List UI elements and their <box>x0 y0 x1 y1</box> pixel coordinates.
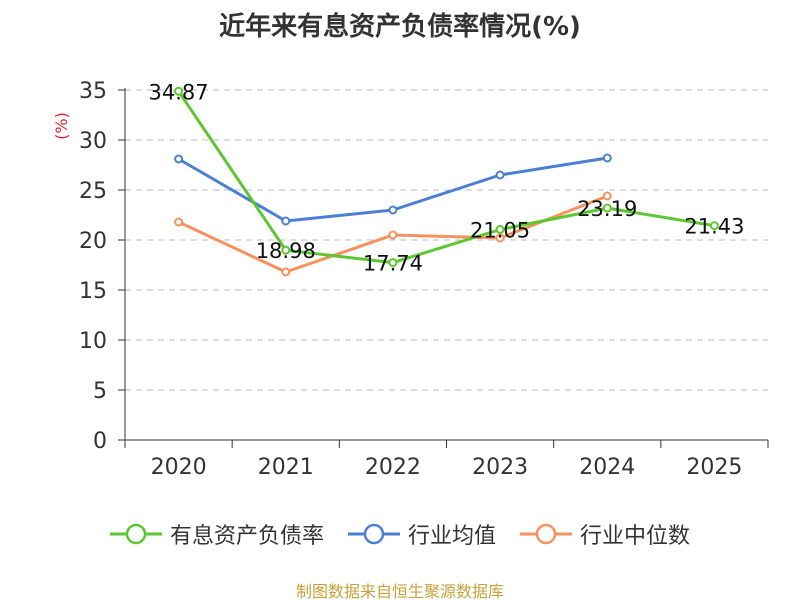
data-label: 34.87 <box>149 80 209 104</box>
legend-item[interactable]: 有息资产负债率 <box>109 518 324 550</box>
legend-line-circle-icon <box>347 523 400 545</box>
legend: 有息资产负债率 行业均值 行业中位数 <box>0 518 800 550</box>
data-point <box>281 267 291 277</box>
data-point <box>174 217 184 227</box>
data-point <box>388 205 398 215</box>
legend-item[interactable]: 行业均值 <box>347 518 496 550</box>
data-point <box>495 225 505 234</box>
legend-line-circle-icon <box>109 523 162 545</box>
y-tick-label: 15 <box>79 279 107 304</box>
legend-label: 行业中位数 <box>580 524 691 549</box>
legend-marker <box>535 523 557 545</box>
legend-marker <box>363 523 385 545</box>
x-tick-label: 2021 <box>258 455 314 480</box>
legend-label: 有息资产负债率 <box>169 524 324 549</box>
x-tick-label: 2022 <box>365 455 421 480</box>
data-point <box>495 233 505 243</box>
y-tick-label: 30 <box>79 129 107 154</box>
series-line-0 <box>177 90 715 265</box>
data-point <box>709 221 719 231</box>
data-point <box>388 230 398 240</box>
data-point <box>174 154 184 164</box>
data-label: 21.43 <box>684 215 744 239</box>
y-tick-label: 0 <box>93 429 107 454</box>
x-tick-label: 2024 <box>579 455 635 480</box>
data-point <box>281 245 291 255</box>
data-label: 17.74 <box>363 252 423 276</box>
legend-marker <box>125 523 147 545</box>
data-point <box>495 170 505 180</box>
data-point <box>602 191 612 201</box>
y-tick-label: 5 <box>93 379 107 404</box>
y-tick-label: 25 <box>79 179 107 204</box>
x-tick-label: 2020 <box>151 455 207 480</box>
data-point <box>281 216 291 226</box>
data-point <box>174 86 184 96</box>
data-label: 18.98 <box>256 239 316 263</box>
data-label: 21.05 <box>470 219 530 243</box>
chart-title: 近年来有息资产负债率情况(%) <box>219 12 581 42</box>
legend-label: 行业均值 <box>407 524 496 549</box>
x-tick-label: 2025 <box>686 455 742 480</box>
y-axis-unit-label: (%) <box>52 112 71 140</box>
y-tick-label: 20 <box>79 229 107 254</box>
legend-item[interactable]: 行业中位数 <box>520 518 690 550</box>
y-tick-label: 10 <box>79 329 107 354</box>
data-point <box>388 258 398 268</box>
y-tick-label: 35 <box>79 79 107 104</box>
x-tick-label: 2023 <box>472 455 528 480</box>
source-note: 制图数据来自恒生聚源数据库 <box>295 582 504 601</box>
data-labels: 34.87 18.98 17.74 21.05 23.19 21.43 <box>149 80 745 275</box>
data-point <box>602 203 612 213</box>
legend-line-circle-icon <box>520 523 572 545</box>
data-point <box>602 153 612 163</box>
series-lines <box>174 86 719 277</box>
grid-lines <box>125 89 768 391</box>
data-label: 23.19 <box>577 197 637 221</box>
